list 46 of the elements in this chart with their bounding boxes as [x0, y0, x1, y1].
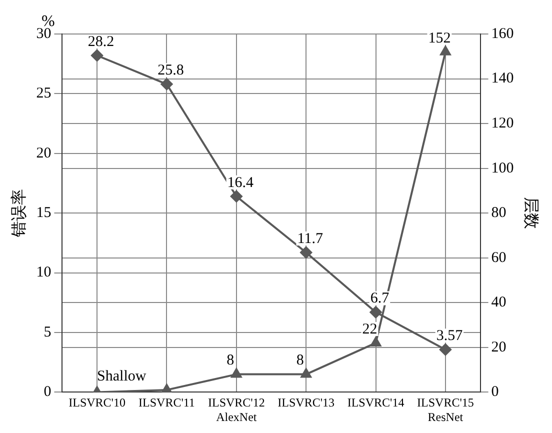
data-label: 3.57 — [436, 328, 464, 344]
x-tick-label: ILSVRC'15 ResNet — [417, 396, 474, 424]
x-tick-label: ILSVRC'14 — [347, 396, 404, 410]
x-tick-label: ILSVRC'12 AlexNet — [208, 396, 265, 424]
x-tick-label: ILSVRC'10 — [68, 396, 126, 410]
point — [231, 368, 242, 378]
y2-tick-label: 40 — [491, 294, 506, 311]
annotation: Shallow — [97, 368, 146, 385]
y-tick-label: 10 — [36, 264, 52, 281]
point — [160, 78, 173, 90]
point — [440, 46, 451, 56]
point — [439, 344, 452, 356]
point — [161, 384, 172, 392]
y-tick-label: 15 — [36, 205, 52, 222]
point — [230, 190, 242, 202]
data-label: 152 — [428, 30, 451, 46]
y2-tick-label: 100 — [491, 160, 514, 176]
y-tick-label: 30 — [36, 26, 52, 42]
x-tick-label: ILSVRC'13 — [278, 396, 335, 410]
point — [91, 49, 104, 62]
y2-tick-label: 0 — [491, 384, 499, 400]
y2-axis-title: 层数 — [522, 197, 540, 230]
y-tick-label: 5 — [44, 324, 52, 340]
y2-tick-label: 140 — [491, 70, 514, 87]
point — [370, 336, 382, 346]
y-tick-label: 0 — [44, 384, 52, 400]
data-label: 25.8 — [158, 62, 184, 79]
y-tick-label: 20 — [36, 145, 52, 162]
data-label: 6.7 — [370, 290, 390, 307]
y2-tick-label: 60 — [491, 250, 506, 266]
y-tick-label: 25 — [36, 86, 52, 102]
data-label: 16.4 — [227, 174, 254, 191]
y2-tick-label: 80 — [491, 205, 506, 222]
data-label: 11.7 — [297, 230, 324, 247]
data-label: 8 — [296, 352, 304, 369]
point — [300, 246, 312, 258]
y-axis-title: 错误率 — [10, 189, 28, 238]
y2-tick-label: 20 — [491, 339, 506, 356]
x-tick-label: ILSVRC'11 — [138, 396, 195, 410]
data-label: 8 — [226, 352, 234, 369]
y2-tick-label: 120 — [491, 115, 514, 132]
data-label: 28.2 — [88, 34, 114, 50]
data-label: 22 — [362, 321, 378, 338]
point — [300, 368, 312, 378]
point — [370, 306, 382, 318]
y2-tick-label: 160 — [491, 26, 514, 42]
